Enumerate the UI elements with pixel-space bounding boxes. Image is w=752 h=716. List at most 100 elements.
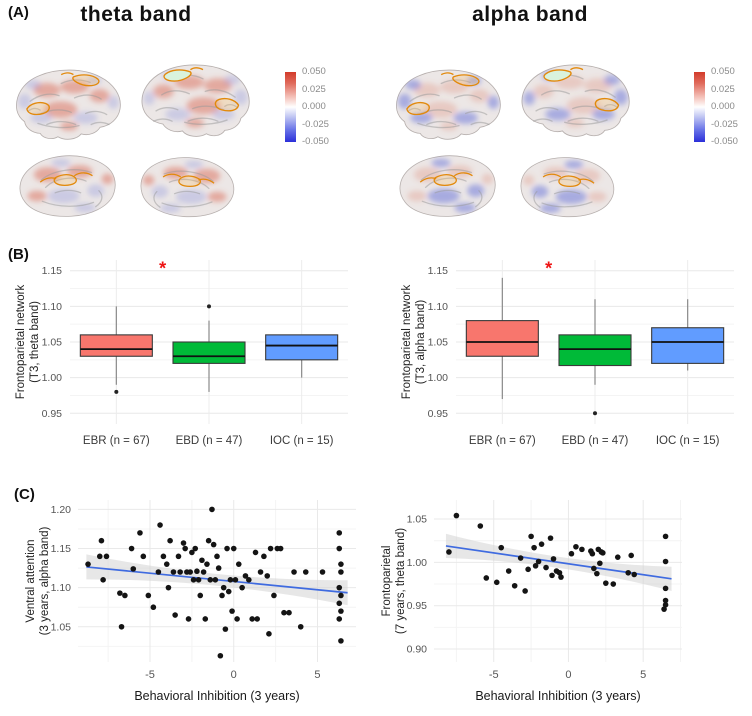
data-point <box>453 512 460 519</box>
data-point <box>239 584 245 591</box>
data-point <box>662 558 669 565</box>
roi-outline <box>594 97 620 112</box>
data-point <box>214 553 220 560</box>
data-point <box>96 553 103 560</box>
data-point <box>194 568 200 575</box>
data-point <box>505 568 512 574</box>
data-point <box>286 609 292 616</box>
data-point <box>209 506 215 513</box>
data-point <box>137 530 143 536</box>
data-point <box>189 549 195 556</box>
roi-outline <box>214 97 240 112</box>
data-point <box>145 592 152 599</box>
data-point <box>172 612 178 618</box>
roi-outline <box>543 69 572 82</box>
y-tick-label: 1.05 <box>51 621 72 633</box>
data-point <box>662 585 669 592</box>
data-point <box>511 582 518 589</box>
roi-outline <box>72 74 100 87</box>
box-IOC (n = 15) <box>651 299 725 371</box>
data-point <box>227 577 234 583</box>
brain-surface-map-lat-left <box>396 69 501 140</box>
data-point <box>192 545 199 552</box>
y-axis-label: Frontoparietal network <box>15 285 27 400</box>
roi-outline <box>163 69 192 82</box>
y-tick-label: 1.10 <box>428 301 449 313</box>
outlier-point <box>593 411 597 416</box>
data-point <box>336 616 343 622</box>
data-point <box>225 588 232 595</box>
data-point <box>661 606 667 612</box>
y-tick-label: 1.15 <box>51 543 72 555</box>
data-point <box>261 553 267 560</box>
data-point <box>264 573 271 579</box>
y-axis-label: (T3, theta band) <box>29 301 41 383</box>
data-point <box>220 584 227 591</box>
roi-outline <box>558 175 582 188</box>
y-tick-label: 0.95 <box>407 600 428 612</box>
data-point <box>103 553 110 560</box>
panel-b-label: (B) <box>8 246 29 263</box>
data-point <box>550 556 557 562</box>
roi-outline <box>406 101 430 116</box>
data-point <box>182 545 188 552</box>
y-tick-label: 1.20 <box>51 504 72 516</box>
colorbar-tick: -0.050 <box>302 136 329 147</box>
data-point <box>591 565 597 572</box>
data-point <box>446 549 452 555</box>
x-tick-label: 5 <box>314 669 320 681</box>
data-point <box>597 560 603 567</box>
data-point <box>271 592 277 599</box>
data-point <box>662 597 669 604</box>
data-point <box>140 553 147 560</box>
roi-outline <box>73 172 93 177</box>
roi-outline <box>578 178 595 184</box>
data-point <box>177 569 183 575</box>
y-tick-label: 1.00 <box>428 372 449 384</box>
y-axis-label: (7 years, theta band) <box>395 528 407 634</box>
roi-outline <box>440 72 454 76</box>
roi-outline <box>542 173 562 178</box>
data-point <box>522 588 528 594</box>
x-category-label: EBD (n = 47) <box>562 435 629 447</box>
data-point <box>257 569 264 575</box>
y-tick-label: 0.90 <box>407 644 428 656</box>
colorbar-tick: 0.050 <box>711 66 735 77</box>
roi-outline <box>419 177 437 183</box>
colorbar-tick: 0.000 <box>711 101 735 112</box>
data-point <box>594 570 600 577</box>
roi-outline <box>570 67 584 71</box>
data-point <box>254 616 260 622</box>
y-tick-label: 1.05 <box>428 337 449 349</box>
brain-surface-map-lat-right <box>141 64 250 137</box>
box-EBR (n = 67) <box>79 306 153 394</box>
data-point <box>277 545 284 552</box>
y-tick-label: 1.05 <box>407 514 428 526</box>
box-EBR (n = 67) <box>465 277 539 400</box>
y-axis-label: (3 years, alpha band) <box>39 526 51 635</box>
roi-outline <box>198 178 215 184</box>
plot-area <box>434 500 682 662</box>
colorbar-tick: 0.025 <box>711 83 735 95</box>
data-point <box>297 623 304 630</box>
panel-a-label: (A) <box>8 4 29 21</box>
data-point <box>219 592 225 599</box>
data-point <box>190 577 197 583</box>
data-point <box>631 571 637 578</box>
data-point <box>338 638 344 644</box>
data-point <box>122 592 128 599</box>
theta-band-title: theta band <box>80 3 192 26</box>
data-point <box>130 566 137 572</box>
data-point <box>628 552 635 559</box>
data-point <box>579 546 585 553</box>
x-axis-label: Behavioral Inhibition (3 years) <box>475 689 640 703</box>
data-point <box>210 541 217 548</box>
y-tick-label: 0.95 <box>428 408 449 420</box>
data-point <box>538 541 545 547</box>
roi-outline <box>190 67 204 71</box>
significance-asterisk: * <box>159 258 166 278</box>
data-point <box>234 616 240 622</box>
colorbar-tick: -0.050 <box>711 136 738 147</box>
x-category-label: IOC (n = 15) <box>270 435 334 447</box>
